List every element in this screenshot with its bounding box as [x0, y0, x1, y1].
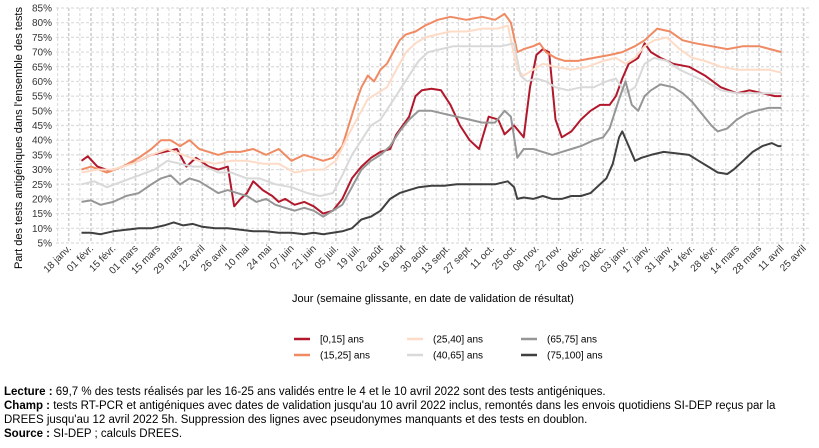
y-tick-label: 85%	[32, 4, 52, 15]
grid	[56, 7, 810, 244]
notes: Lecture : 69,7 % des tests réalisés par …	[4, 385, 816, 441]
y-tick-label: 40%	[32, 136, 52, 147]
y-tick-label: 5%	[38, 239, 53, 250]
x-axis-title: Jour (semaine glissante, en date de vali…	[292, 293, 574, 305]
legend-label: (15,25] ans	[320, 351, 370, 362]
series-line-4	[81, 80, 782, 218]
lecture-note: Lecture : 69,7 % des tests réalisés par …	[4, 385, 816, 399]
y-tick-label: 45%	[32, 121, 52, 132]
legend-label: (75,100] ans	[547, 351, 603, 362]
legend-label: (25,40] ans	[433, 335, 483, 346]
series-line-5	[81, 130, 782, 236]
y-tick-label: 70%	[32, 48, 52, 59]
x-tick-label: 05 juil.	[313, 243, 341, 271]
lecture-text: 69,7 % des tests réalisés par les 16-25 …	[52, 386, 606, 398]
y-tick-label: 65%	[32, 62, 52, 73]
line-chart: 5% 10% 15% 20% 25% 30% 35% 40% 45% 50% 55% 60% 65% 70…	[13, 4, 810, 362]
lecture-label: Lecture :	[4, 386, 53, 398]
y-tick-label: 80%	[32, 18, 52, 29]
source-label: Source :	[4, 428, 51, 440]
legend-label: (40,65] ans	[433, 351, 483, 362]
x-tick-label: 24 mai	[245, 243, 274, 272]
champ-note: Champ : tests RT-PCR et antigéniques ave…	[4, 399, 816, 427]
y-axis-title: Part des tests antigéniques dans l'ensem…	[13, 7, 25, 269]
series-line-3	[81, 42, 782, 197]
legend-label: (65,75] ans	[547, 335, 597, 346]
legend-label: [0,15] ans	[320, 335, 364, 346]
y-tick-label: 10%	[32, 224, 52, 235]
y-tick-label: 15%	[32, 209, 52, 220]
series-lines	[80, 12, 782, 236]
x-tick-label: 07 juin	[268, 243, 297, 272]
y-tick-label: 75%	[32, 33, 52, 44]
y-tick-label: 30%	[32, 165, 52, 176]
source-note: Source : SI-DEP ; calculs DREES.	[4, 427, 816, 441]
y-tick-label: 60%	[32, 77, 52, 88]
y-axis-ticks: 5% 10% 15% 20% 25% 30% 35% 40% 45% 50% 55% 60% 65% 70…	[32, 4, 52, 250]
series-line-1	[81, 12, 782, 174]
x-tick-label: 21 juin	[290, 243, 319, 272]
series-line-2	[81, 24, 782, 174]
y-tick-label: 55%	[32, 92, 52, 103]
y-tick-label: 35%	[32, 150, 52, 161]
series-line-0	[80, 42, 782, 215]
y-tick-label: 20%	[32, 194, 52, 205]
champ-label: Champ :	[4, 400, 50, 412]
champ-text: tests RT-PCR et antigéniques avec dates …	[4, 400, 776, 426]
source-text: SI-DEP ; calculs DREES.	[50, 428, 183, 440]
y-tick-label: 50%	[32, 106, 52, 117]
y-tick-label: 25%	[32, 180, 52, 191]
legend: [0,15] ans (15,25] ans (25,40] ans (40,65] …	[294, 335, 603, 362]
